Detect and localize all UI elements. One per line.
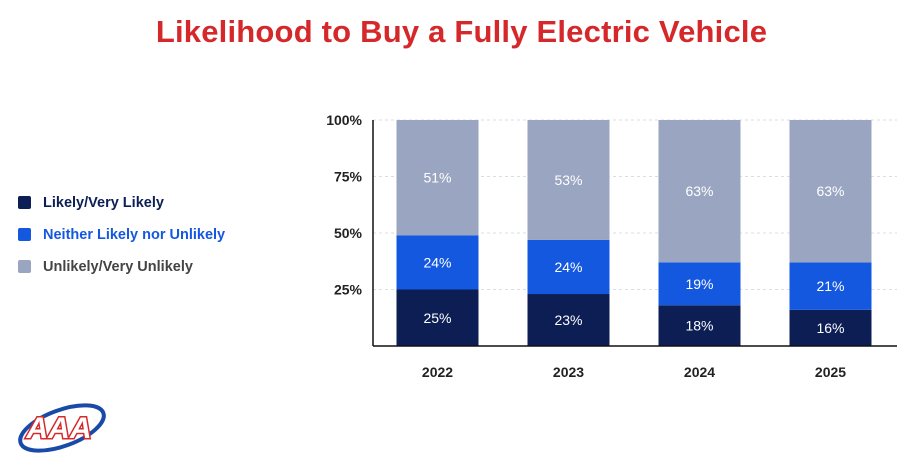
data-label: 63% xyxy=(816,183,844,199)
bar-segment xyxy=(396,235,479,290)
legend-label-neither: Neither Likely nor Unlikely xyxy=(43,226,226,243)
bar-segment xyxy=(658,120,741,263)
bar-segment xyxy=(658,305,741,346)
aaa-logo-text: AAA xyxy=(26,412,92,445)
bar-segment xyxy=(527,294,610,346)
data-label: 18% xyxy=(685,318,713,334)
x-tick-label: 2024 xyxy=(684,364,715,380)
bar-segment xyxy=(396,120,479,236)
legend: Likely/Very Likely Neither Likely nor Un… xyxy=(18,192,225,288)
bar-segment xyxy=(789,309,872,346)
y-tick-label: 50% xyxy=(334,225,363,241)
data-label: 23% xyxy=(554,312,582,328)
data-label: 24% xyxy=(554,259,582,275)
bar-segment xyxy=(658,262,741,306)
legend-swatch-neither xyxy=(18,228,31,241)
data-label: 24% xyxy=(423,254,451,270)
x-tick-label: 2025 xyxy=(815,364,846,380)
bar-segment xyxy=(527,239,610,295)
legend-swatch-likely xyxy=(18,196,31,209)
legend-label-likely: Likely/Very Likely xyxy=(43,194,164,211)
data-label: 19% xyxy=(685,276,713,292)
x-tick-label: 2023 xyxy=(553,364,584,380)
legend-item-unlikely: Unlikely/Very Unlikely xyxy=(18,256,225,277)
y-tick-label: 75% xyxy=(334,169,363,185)
legend-swatch-unlikely xyxy=(18,260,31,273)
bar-segment xyxy=(789,120,872,263)
bar-segment xyxy=(789,262,872,310)
data-label: 21% xyxy=(816,278,844,294)
aaa-logo-icon: AAA xyxy=(18,403,106,453)
data-label: 53% xyxy=(554,172,582,188)
data-label: 25% xyxy=(423,310,451,326)
data-label: 16% xyxy=(816,320,844,336)
y-tick-label: 100% xyxy=(326,112,362,128)
x-tick-label: 2022 xyxy=(422,364,453,380)
y-tick-label: 25% xyxy=(334,282,363,298)
legend-item-neither: Neither Likely nor Unlikely xyxy=(18,224,225,245)
chart-title: Likelihood to Buy a Fully Electric Vehic… xyxy=(155,14,768,49)
bar-segment xyxy=(527,120,610,240)
legend-item-likely: Likely/Very Likely xyxy=(18,192,225,213)
legend-label-unlikely: Unlikely/Very Unlikely xyxy=(43,258,193,275)
data-label: 63% xyxy=(685,183,713,199)
data-label: 51% xyxy=(423,170,451,186)
bar-segment xyxy=(396,289,479,346)
